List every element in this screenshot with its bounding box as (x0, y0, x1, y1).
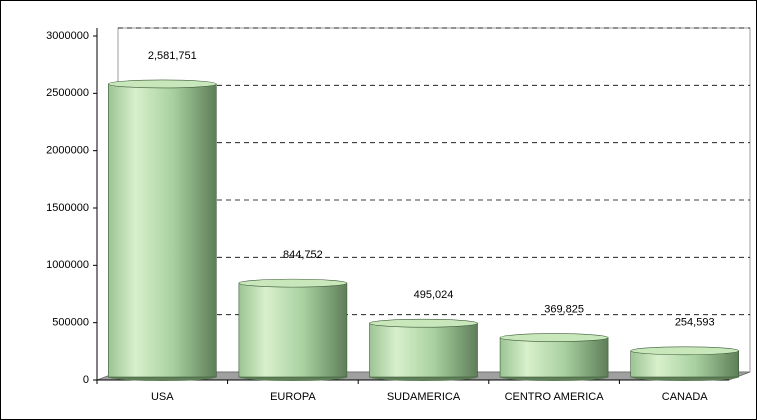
bar-top (630, 346, 740, 356)
bar-top (499, 333, 609, 342)
y-tick-label: 2500000 (46, 87, 89, 99)
y-tick-label: 0 (83, 374, 89, 386)
bar (369, 322, 478, 378)
bar (238, 282, 348, 378)
x-tick-label: SUDAMERICA (387, 391, 461, 403)
value-label: 495,024 (414, 289, 454, 301)
bar-top (108, 79, 217, 89)
x-tick-label: CENTRO AMERICA (505, 391, 605, 403)
x-tick-label: EUROPA (270, 391, 316, 403)
y-tick-label: 3000000 (46, 30, 89, 42)
bar (630, 350, 740, 378)
bar-top (238, 278, 348, 288)
y-tick-label: 1500000 (46, 202, 89, 214)
x-tick-label: USA (151, 391, 174, 403)
x-tick-label: CANADA (662, 391, 709, 403)
y-tick-label: 500000 (52, 317, 89, 329)
value-label: 844,752 (283, 249, 323, 261)
y-tick-label: 2000000 (46, 145, 89, 157)
bar-top (369, 318, 478, 328)
value-label: 254,593 (675, 317, 715, 329)
bar (108, 83, 217, 378)
value-label: 2,581,751 (148, 50, 197, 62)
bar (499, 337, 609, 378)
y-tick-label: 1000000 (46, 259, 89, 271)
value-label: 369,825 (544, 303, 584, 315)
